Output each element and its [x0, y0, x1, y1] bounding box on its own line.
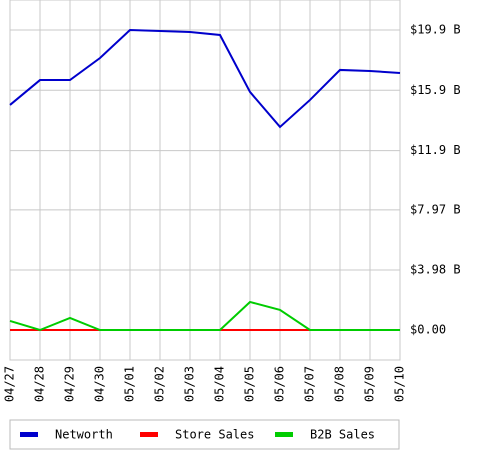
x-tick-label: 05/06: [273, 366, 287, 402]
legend-label: Store Sales: [175, 428, 254, 442]
x-tick-label: 05/10: [393, 366, 407, 402]
x-tick-label: 04/27: [3, 366, 17, 402]
legend-swatch: [20, 432, 38, 437]
x-tick-label: 05/09: [363, 366, 377, 402]
x-tick-label: 05/02: [153, 366, 167, 402]
x-tick-label: 05/03: [183, 366, 197, 402]
y-tick-label: $0.00: [410, 323, 446, 337]
y-tick-label: $11.9 B: [410, 143, 461, 157]
plot-border: [9, 0, 401, 361]
legend-box: [9, 419, 400, 450]
x-tick-label: 05/05: [243, 366, 257, 402]
x-tick-label: 04/28: [33, 366, 47, 402]
x-tick-label: 05/07: [303, 366, 317, 402]
legend-label: B2B Sales: [310, 428, 375, 442]
series-line: [9, 28, 401, 129]
x-tick-label: 05/04: [213, 366, 227, 402]
legend-swatch: [140, 432, 158, 437]
x-tick-label: 05/08: [333, 366, 347, 402]
legend-label: Networth: [55, 428, 113, 442]
y-tick-label: $15.9 B: [410, 83, 461, 97]
x-tick-label: 04/30: [93, 366, 107, 402]
y-tick-label: $3.98 B: [410, 263, 461, 277]
y-tick-label: $7.97 B: [410, 202, 461, 216]
x-tick-label: 04/29: [63, 366, 77, 402]
y-tick-label: $19.9 B: [410, 23, 461, 37]
legend-swatch: [275, 432, 293, 437]
series-line: [9, 300, 400, 332]
x-tick-label: 05/01: [123, 366, 137, 402]
